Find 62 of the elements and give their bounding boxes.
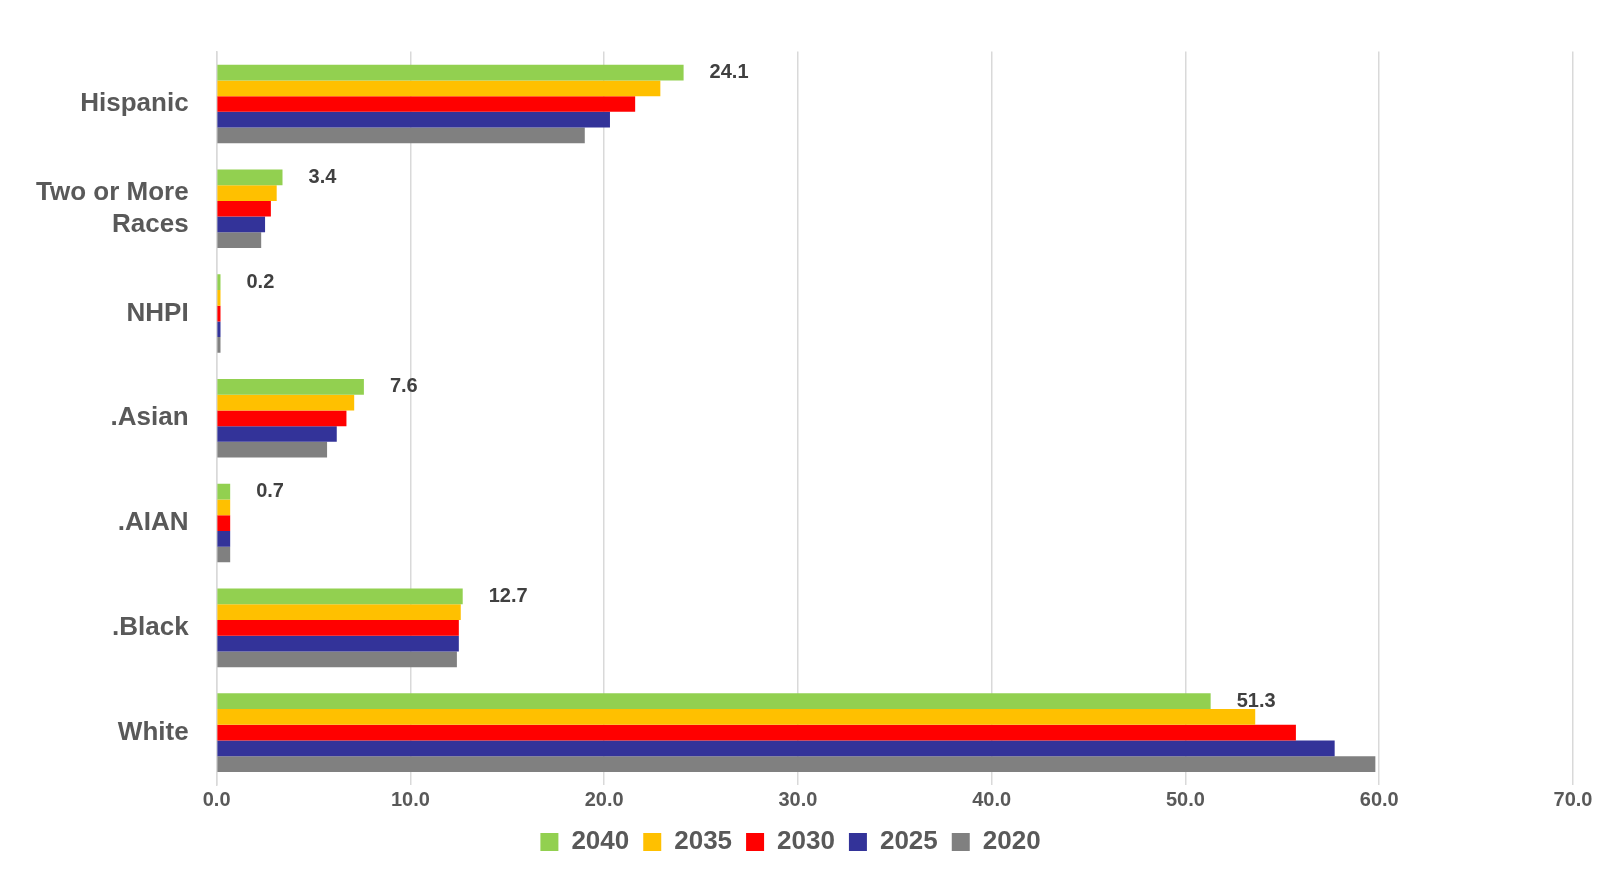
y-tick-label: Hispanic [80,87,189,118]
legend-label: 2020 [982,825,1041,856]
legend-label: 2025 [879,825,938,856]
legend-label: 2040 [571,825,630,856]
bar [217,635,459,652]
bar [217,756,1376,772]
x-tick-label: 60.0 [1359,787,1399,810]
bar [217,394,355,411]
y-tick-label: Two or More Races [36,176,189,238]
bar [217,185,277,201]
bar [217,96,636,112]
bar [217,64,684,81]
x-tick-label: 50.0 [1165,787,1205,810]
data-label: 0.7 [256,479,284,502]
bar [217,274,221,290]
y-tick-label: NHPI [126,296,189,327]
legend-label: 2030 [777,825,835,856]
bar [217,127,585,144]
bar [217,604,461,620]
x-tick-label: 40.0 [972,787,1012,810]
bar [217,740,1335,757]
x-tick-label: 0.0 [202,787,231,810]
bar [217,499,231,516]
y-tick-label: White [117,715,189,746]
bar [217,483,231,500]
bar [217,305,221,322]
y-tick-label: .Black [112,611,190,642]
bar [217,216,266,233]
data-label: 51.3 [1236,688,1276,711]
bar [217,651,457,668]
bar [217,410,347,427]
bar [217,693,1211,710]
bar [217,80,661,97]
bar [217,426,337,442]
bar [217,379,364,395]
bar [217,111,610,128]
bar [217,546,231,563]
bar [217,232,262,249]
data-label: 0.2 [246,269,275,292]
bar [217,709,1256,725]
bar [217,321,221,338]
data-label: 7.6 [389,374,418,397]
bar [217,724,1296,741]
bar [217,619,459,636]
bar [217,515,231,531]
data-label: 24.1 [709,60,749,83]
bar [217,530,231,547]
legend-label: 2035 [674,825,733,856]
data-label: 12.7 [488,583,528,606]
x-tick-label: 20.0 [584,787,624,810]
bar [217,169,283,186]
bar [217,337,221,353]
bar [217,289,221,306]
y-tick-label: .Asian [110,401,189,432]
data-label: 3.4 [308,164,338,187]
bar [217,588,463,605]
x-tick-label: 30.0 [778,787,818,810]
bar [217,200,271,217]
x-tick-label: 70.0 [1553,787,1593,810]
x-tick-label: 10.0 [390,787,430,810]
bar [217,441,328,458]
y-tick-label: .AIAN [117,506,189,537]
